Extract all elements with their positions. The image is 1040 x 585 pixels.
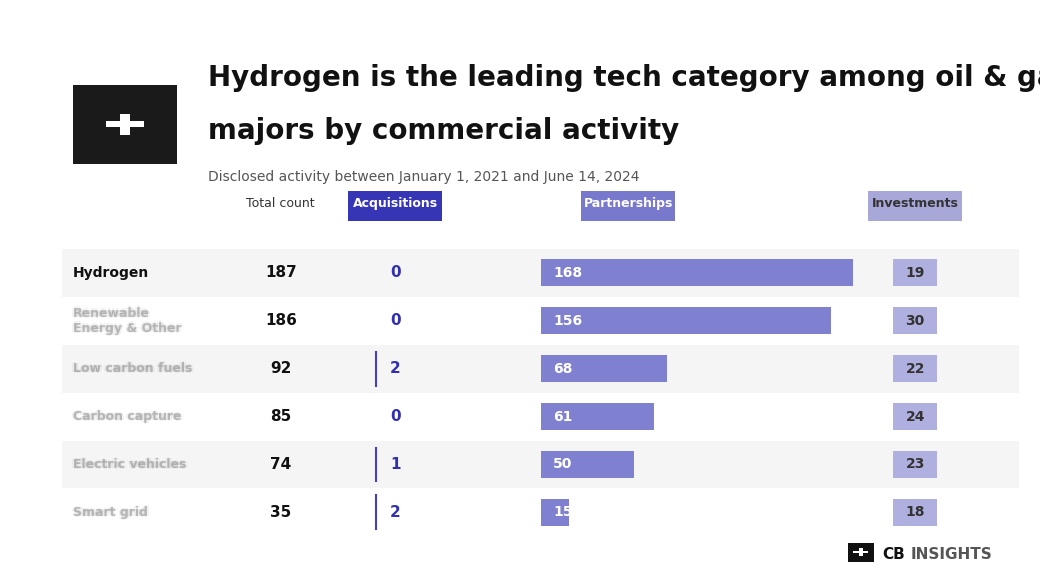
Text: 61: 61 <box>553 410 573 424</box>
Text: Hydrogen: Hydrogen <box>73 266 149 280</box>
Text: Renewable
Energy & Other: Renewable Energy & Other <box>73 308 181 336</box>
Text: Low carbon fuels: Low carbon fuels <box>75 362 194 375</box>
Text: Low carbon fuels: Low carbon fuels <box>73 362 192 375</box>
Text: Carbon capture: Carbon capture <box>73 410 181 423</box>
Text: 1: 1 <box>390 457 400 472</box>
Text: 156: 156 <box>553 314 582 328</box>
Text: Total count: Total count <box>246 197 315 210</box>
Text: 15: 15 <box>553 505 573 519</box>
Text: Low carbon fuels: Low carbon fuels <box>73 363 192 376</box>
Text: Hydrogen is the leading tech category among oil & gas: Hydrogen is the leading tech category am… <box>208 64 1040 92</box>
Text: Smart grid: Smart grid <box>73 505 148 518</box>
Text: 68: 68 <box>553 362 573 376</box>
Text: Smart grid: Smart grid <box>75 506 150 519</box>
Text: Renewable
Energy & Other: Renewable Energy & Other <box>73 305 181 333</box>
Text: Renewable
Energy & Other: Renewable Energy & Other <box>73 307 181 335</box>
Text: 35: 35 <box>270 505 291 520</box>
Text: Low carbon fuels: Low carbon fuels <box>71 362 190 375</box>
Text: 92: 92 <box>270 361 291 376</box>
Text: Investments: Investments <box>872 197 959 210</box>
Text: 85: 85 <box>270 409 291 424</box>
Text: Electric vehicles: Electric vehicles <box>73 457 186 470</box>
Text: Renewable
Energy & Other: Renewable Energy & Other <box>71 307 179 335</box>
Text: 168: 168 <box>553 266 582 280</box>
Text: Disclosed activity between January 1, 2021 and June 14, 2024: Disclosed activity between January 1, 20… <box>208 170 640 184</box>
Text: Electric vehicles: Electric vehicles <box>75 458 188 471</box>
Text: 187: 187 <box>265 265 296 280</box>
Text: Renewable
Energy & Other: Renewable Energy & Other <box>75 307 183 335</box>
Text: Carbon capture: Carbon capture <box>75 410 183 423</box>
Text: Smart grid: Smart grid <box>73 506 148 519</box>
Text: Electric vehicles: Electric vehicles <box>73 458 186 471</box>
Text: CB: CB <box>882 547 905 562</box>
Text: 2: 2 <box>390 361 400 376</box>
Text: Partnerships: Partnerships <box>583 197 673 210</box>
Text: Electric vehicles: Electric vehicles <box>73 459 186 472</box>
Text: Carbon capture: Carbon capture <box>71 410 179 423</box>
Text: INSIGHTS: INSIGHTS <box>911 547 993 562</box>
Text: Smart grid: Smart grid <box>71 506 146 519</box>
Text: Carbon capture: Carbon capture <box>73 409 181 422</box>
Text: Carbon capture: Carbon capture <box>73 411 181 424</box>
Text: Acquisitions: Acquisitions <box>353 197 438 210</box>
Text: Electric vehicles: Electric vehicles <box>71 458 184 471</box>
Text: 0: 0 <box>390 265 400 280</box>
Text: 2: 2 <box>390 505 400 520</box>
Text: 19: 19 <box>906 266 925 280</box>
Text: 0: 0 <box>390 313 400 328</box>
Text: Low carbon fuels: Low carbon fuels <box>73 361 192 374</box>
Text: 23: 23 <box>906 457 925 472</box>
Text: 22: 22 <box>906 362 925 376</box>
Text: 50: 50 <box>553 457 573 472</box>
Text: Smart grid: Smart grid <box>73 507 148 520</box>
Text: 186: 186 <box>265 313 296 328</box>
Text: 24: 24 <box>906 410 925 424</box>
Text: 74: 74 <box>270 457 291 472</box>
Text: 18: 18 <box>906 505 925 519</box>
Text: majors by commercial activity: majors by commercial activity <box>208 117 679 145</box>
Text: 30: 30 <box>906 314 925 328</box>
Text: 0: 0 <box>390 409 400 424</box>
